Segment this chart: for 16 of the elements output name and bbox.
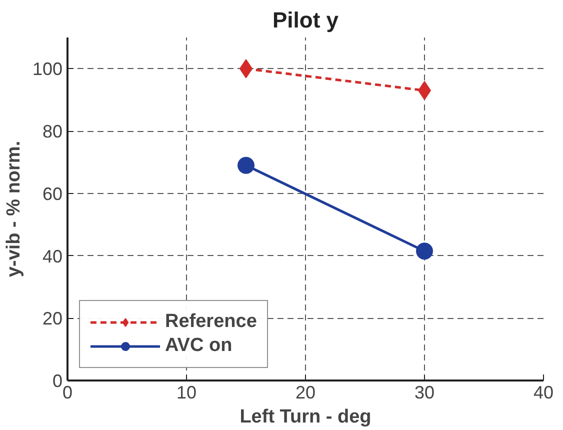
y-tick-label: 80 bbox=[42, 122, 63, 142]
x-tick-label: 10 bbox=[176, 382, 197, 402]
legend-label: Reference bbox=[165, 311, 257, 333]
x-axis-title: Left Turn - deg bbox=[240, 406, 372, 428]
x-tick-label: 20 bbox=[295, 382, 316, 402]
y-tick-label: 40 bbox=[42, 246, 63, 266]
x-tick-label: 40 bbox=[533, 382, 554, 402]
chart-title: Pilot y bbox=[272, 8, 340, 32]
x-tick-label: 30 bbox=[414, 382, 435, 402]
point bbox=[416, 242, 433, 260]
point bbox=[238, 156, 254, 174]
legend-label: AVC on bbox=[165, 335, 232, 357]
y-tick-label: 60 bbox=[42, 184, 63, 204]
y-axis-title: y-vib - % norm. bbox=[3, 140, 24, 278]
y-tick-label: 100 bbox=[32, 59, 63, 80]
y-tick-label: 20 bbox=[42, 308, 63, 329]
